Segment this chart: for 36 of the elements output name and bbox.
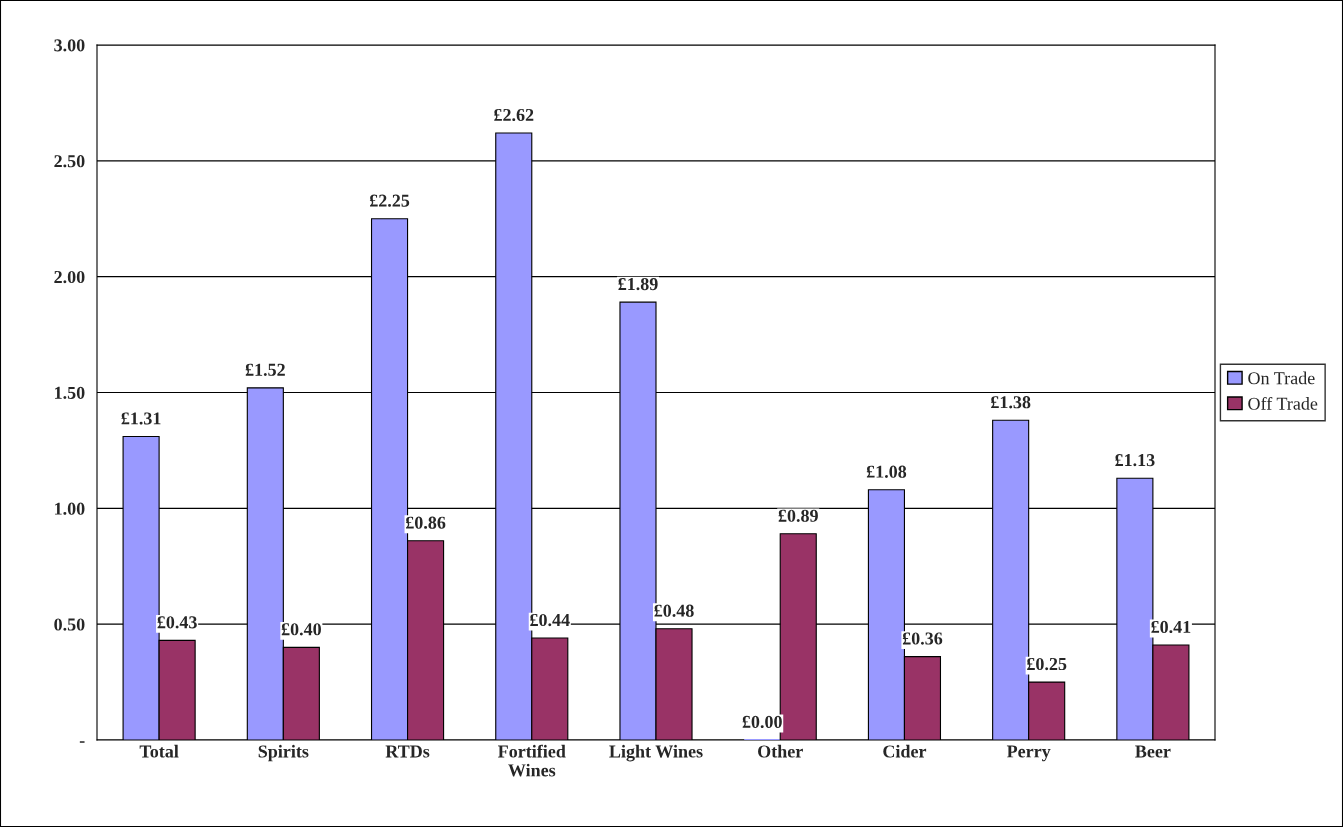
data-label: £0.25: [1027, 657, 1067, 671]
x-tick-label: Spirits: [258, 744, 309, 762]
x-tick-label: Light Wines: [609, 744, 703, 762]
data-label: £0.43: [157, 616, 197, 629]
y-tick-label: 2.50: [54, 155, 85, 168]
x-tick-label: Cider: [883, 744, 927, 758]
data-label: £1.38: [991, 396, 1031, 409]
x-tick-label: RTDs: [385, 745, 430, 758]
data-label: £0.36: [902, 632, 943, 645]
data-label: £0.44: [530, 613, 570, 627]
y-tick-label: 3.00: [54, 39, 85, 52]
data-label: £0.86: [405, 516, 446, 529]
y-tick-label: 0.50: [54, 618, 85, 631]
legend-label: On Trade: [1248, 371, 1315, 385]
data-label: £0.40: [281, 623, 321, 636]
data-label: £0.41: [1151, 620, 1191, 634]
x-tick-label: Other: [758, 744, 803, 758]
y-tick-label: 2.00: [54, 270, 85, 284]
data-label: £1.89: [618, 277, 658, 291]
data-label: £2.62: [494, 108, 534, 122]
x-tick-label: Beer: [1135, 745, 1171, 758]
data-label: £1.13: [1115, 454, 1155, 467]
data-label: £1.08: [866, 465, 907, 478]
x-tick-label: Total: [139, 744, 179, 758]
legend-label: Off Trade: [1248, 396, 1318, 410]
data-label: £1.31: [121, 412, 161, 425]
data-label: £2.25: [369, 194, 410, 207]
x-tick-label: Perry: [1006, 745, 1051, 762]
y-tick-label: -: [79, 741, 85, 743]
data-label: £0.89: [778, 509, 818, 522]
y-tick-label: 1.00: [55, 502, 85, 515]
data-label: £0.48: [654, 604, 694, 617]
data-label: £1.52: [245, 363, 285, 376]
y-tick-label: 1.50: [55, 386, 85, 400]
data-label: £0.00: [742, 715, 782, 729]
x-tick-label: Fortified Wines: [497, 744, 566, 777]
